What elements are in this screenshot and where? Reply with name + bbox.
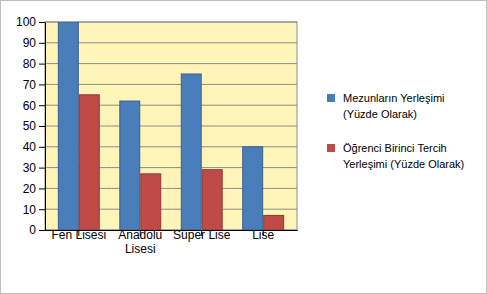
y-tick-label: 70 — [23, 78, 37, 92]
bar — [243, 147, 263, 230]
y-tick-label: 50 — [23, 119, 37, 133]
legend-swatch — [327, 94, 335, 102]
y-axis: 0 10 20 30 40 50 60 70 80 90 100 — [16, 15, 46, 237]
bars — [58, 22, 283, 230]
y-tick-mark — [39, 209, 45, 210]
x-tick-label: AnadoluLisesi — [118, 228, 162, 256]
y-tick-mark — [39, 230, 45, 231]
bar — [58, 22, 78, 230]
x-tick: Lise — [252, 228, 274, 242]
y-tick-mark — [39, 168, 45, 169]
grid — [45, 22, 297, 230]
y-tick-label: 90 — [23, 36, 37, 50]
chart: 0 10 20 30 40 50 60 70 80 90 100 Fen Lisesi AnadoluL… — [0, 0, 487, 294]
y-tick: 40 — [23, 140, 45, 154]
y-tick-mark — [39, 105, 45, 106]
x-tick-label: Fen Lisesi — [51, 228, 106, 242]
y-tick-mark — [39, 126, 45, 127]
grid-line — [45, 42, 297, 43]
y-tick: 20 — [23, 182, 45, 196]
plot-background — [45, 22, 297, 230]
y-tick: 60 — [23, 99, 45, 113]
y-tick-label: 60 — [23, 99, 37, 113]
y-tick-mark — [39, 22, 45, 23]
y-tick: 0 — [29, 223, 45, 237]
y-axis-line — [45, 23, 46, 231]
y-tick-mark — [39, 64, 45, 65]
grid-line — [45, 63, 297, 64]
y-tick-label: 10 — [23, 203, 37, 217]
legend-item: Öğrenci Birinci TercihYerleşimi (Yüzde O… — [327, 142, 464, 170]
y-tick: 70 — [23, 78, 45, 92]
legend-label: Öğrenci Birinci TercihYerleşimi (Yüzde O… — [343, 142, 464, 170]
y-tick-mark — [39, 43, 45, 44]
grid-line — [45, 22, 297, 23]
y-tick: 100 — [16, 15, 45, 29]
y-tick: 50 — [23, 119, 45, 133]
y-tick: 80 — [23, 57, 45, 71]
bar — [79, 95, 99, 230]
y-tick: 90 — [23, 36, 45, 50]
bar — [202, 170, 222, 230]
x-tick: Süper Lise — [173, 228, 231, 242]
bar — [181, 74, 201, 230]
chart-frame — [1, 1, 487, 294]
plot: 0 10 20 30 40 50 60 70 80 90 100 Fen Lisesi AnadoluL… — [16, 15, 298, 255]
grid-line — [45, 84, 297, 85]
legend: Mezunların Yerleşimi(Yüzde Olarak) Öğrenc… — [327, 92, 464, 170]
x-tick: Fen Lisesi — [51, 228, 106, 242]
y-tick-label: 40 — [23, 140, 37, 154]
y-tick-label: 0 — [29, 223, 36, 237]
x-tick-label: Süper Lise — [173, 228, 231, 242]
x-tick-label: Lise — [252, 228, 274, 242]
y-tick: 10 — [23, 203, 45, 217]
legend-item: Mezunların Yerleşimi(Yüzde Olarak) — [327, 92, 445, 120]
legend-swatch — [327, 144, 335, 152]
bar — [141, 174, 161, 230]
y-tick-label: 20 — [23, 182, 37, 196]
y-tick-label: 30 — [23, 161, 37, 175]
y-tick-mark — [39, 188, 45, 189]
x-axis: Fen Lisesi AnadoluLisesi Süper Lise Lise — [46, 228, 298, 256]
legend-label: Mezunların Yerleşimi(Yüzde Olarak) — [343, 92, 445, 120]
x-tick: AnadoluLisesi — [118, 228, 162, 256]
y-tick-mark — [39, 147, 45, 148]
y-tick-label: 100 — [16, 15, 36, 29]
y-tick-mark — [39, 84, 45, 85]
y-tick-label: 80 — [23, 57, 37, 71]
y-tick: 30 — [23, 161, 45, 175]
bar — [120, 101, 140, 230]
